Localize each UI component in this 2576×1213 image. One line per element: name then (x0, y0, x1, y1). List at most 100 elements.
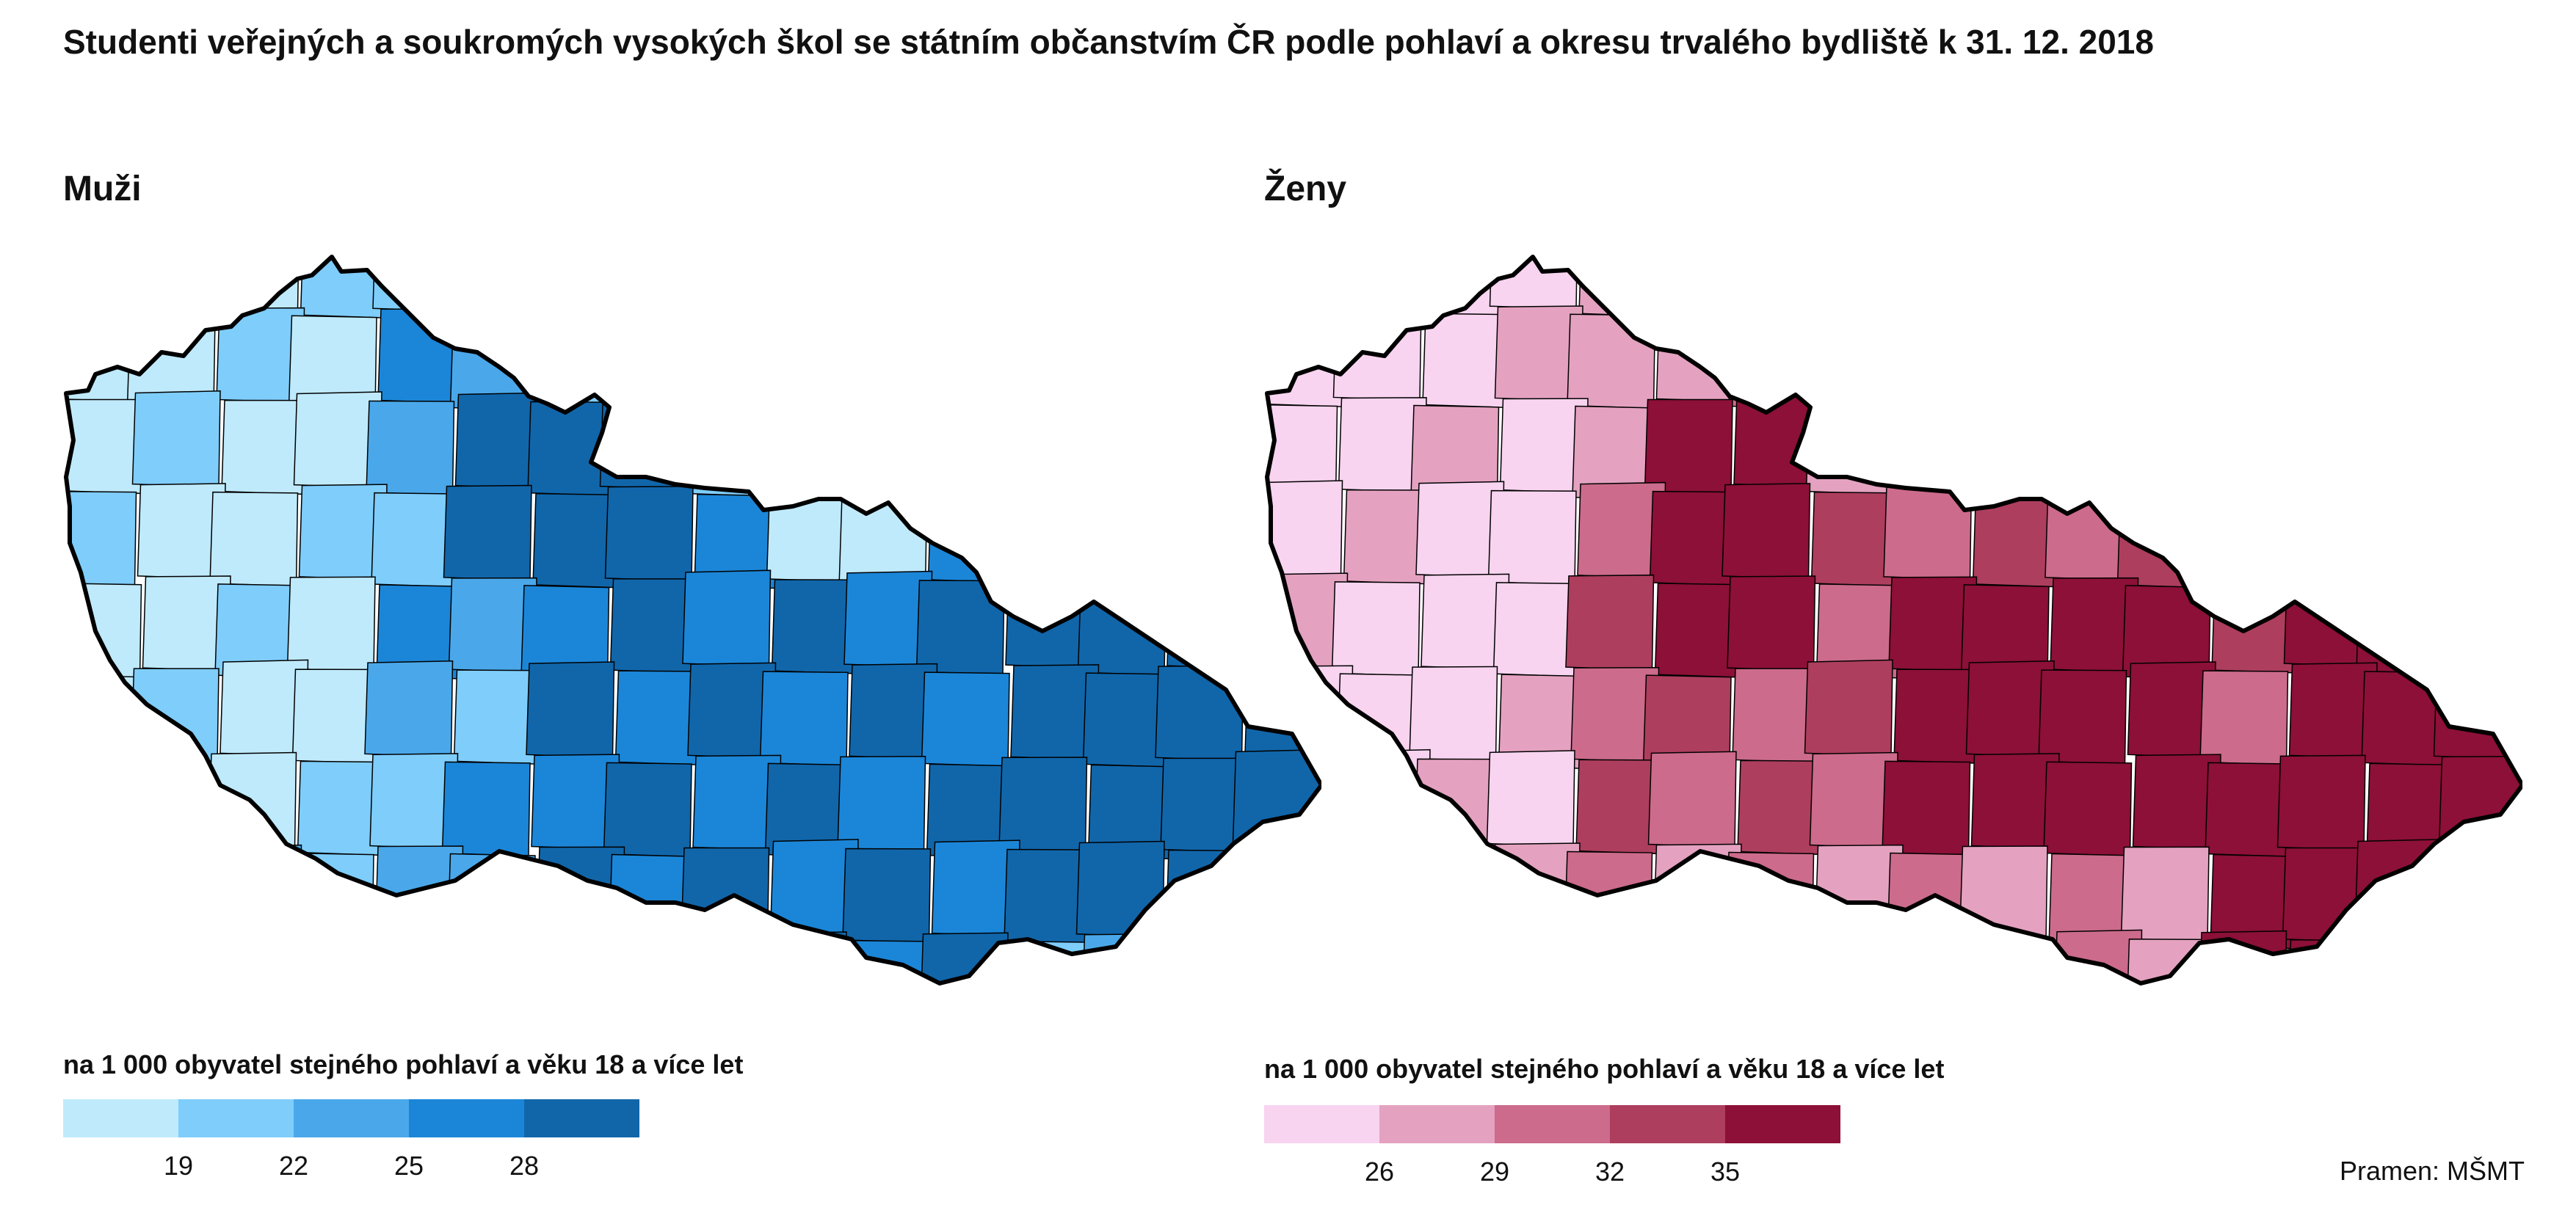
district (1081, 933, 1170, 983)
district (1075, 840, 1165, 938)
district (209, 491, 299, 587)
district (364, 660, 454, 758)
district (443, 484, 532, 581)
district (929, 257, 1018, 321)
district (1962, 308, 2051, 404)
district (1155, 665, 1244, 762)
district (2443, 848, 2522, 944)
district (2359, 931, 2449, 983)
district (441, 761, 531, 857)
district (446, 853, 536, 949)
district (372, 257, 462, 312)
district (1327, 257, 1417, 309)
district (2434, 402, 2522, 498)
district (1089, 488, 1178, 584)
district (682, 569, 772, 667)
district (2290, 401, 2379, 498)
source-note: Pramen: MŠMT (2339, 1156, 2525, 1186)
district (678, 257, 768, 313)
district (66, 257, 139, 310)
district (1727, 575, 1816, 671)
district (66, 583, 142, 678)
district (130, 668, 219, 764)
district (1730, 944, 1820, 983)
district (2039, 392, 2129, 489)
district (837, 755, 926, 852)
district (1812, 257, 1901, 311)
district (1000, 495, 1089, 591)
district (2287, 939, 2376, 983)
district (1001, 257, 1091, 315)
district (917, 302, 1006, 400)
district (1009, 941, 1098, 983)
legend-swatch-5 (524, 1099, 639, 1137)
district (213, 844, 302, 941)
legend-caption-muzi: na 1 000 obyvatel stejného pohlaví a věk… (63, 1049, 744, 1079)
district (2368, 487, 2457, 583)
district (767, 257, 857, 321)
district (681, 847, 770, 943)
district (1267, 257, 1345, 316)
legend-swatch-2 (1379, 1105, 1495, 1143)
page-title: Studenti veřejných a soukromých vysokých… (63, 23, 2154, 61)
district (1564, 850, 1653, 947)
district (611, 300, 700, 398)
district (2278, 493, 2368, 589)
district (1882, 760, 1971, 856)
district (1078, 303, 1168, 401)
district (2046, 257, 2136, 319)
district (1077, 580, 1167, 676)
legend-swatch-2 (178, 1099, 294, 1137)
legend-tick-label: 29 (1479, 1156, 1510, 1187)
district (1163, 257, 1252, 316)
map-zeny (1265, 255, 2522, 986)
legend-swatch-3 (294, 1099, 409, 1137)
district (522, 309, 612, 405)
district (915, 580, 1005, 675)
district (2201, 393, 2290, 490)
district (1804, 659, 1893, 757)
district (524, 939, 614, 983)
legend-bar-zeny (1264, 1105, 1840, 1143)
district (363, 938, 452, 983)
district (1419, 850, 1509, 946)
district (1800, 307, 1890, 404)
district (1073, 257, 1163, 308)
district (2207, 257, 2297, 320)
district (840, 257, 929, 314)
district (1331, 581, 1421, 677)
district (1569, 943, 1658, 983)
district (1329, 841, 1419, 939)
district (1650, 257, 1740, 310)
district (686, 939, 775, 983)
legend-swatch-4 (1610, 1105, 1725, 1143)
district (2431, 940, 2521, 983)
district (2285, 310, 2374, 406)
district (1892, 928, 1981, 983)
district (135, 760, 225, 856)
district (2038, 669, 2127, 765)
district (140, 851, 230, 947)
district (2123, 309, 2213, 405)
district (1409, 666, 1498, 762)
district (2043, 761, 2133, 857)
district (1721, 483, 1811, 580)
district (2441, 257, 2522, 314)
district (1487, 489, 1577, 586)
legend-swatch-1 (63, 1099, 178, 1137)
district (1578, 257, 1668, 317)
district (1725, 851, 1815, 947)
district (759, 671, 849, 767)
district (131, 390, 221, 488)
district (1006, 311, 1096, 407)
district (995, 403, 1084, 499)
district (921, 671, 1010, 768)
district (1084, 396, 1173, 492)
district (1167, 572, 1256, 669)
district (218, 937, 308, 983)
district (1883, 484, 1973, 580)
district (138, 257, 228, 318)
district (2120, 846, 2210, 942)
district (2445, 570, 2522, 668)
district (1153, 941, 1243, 983)
